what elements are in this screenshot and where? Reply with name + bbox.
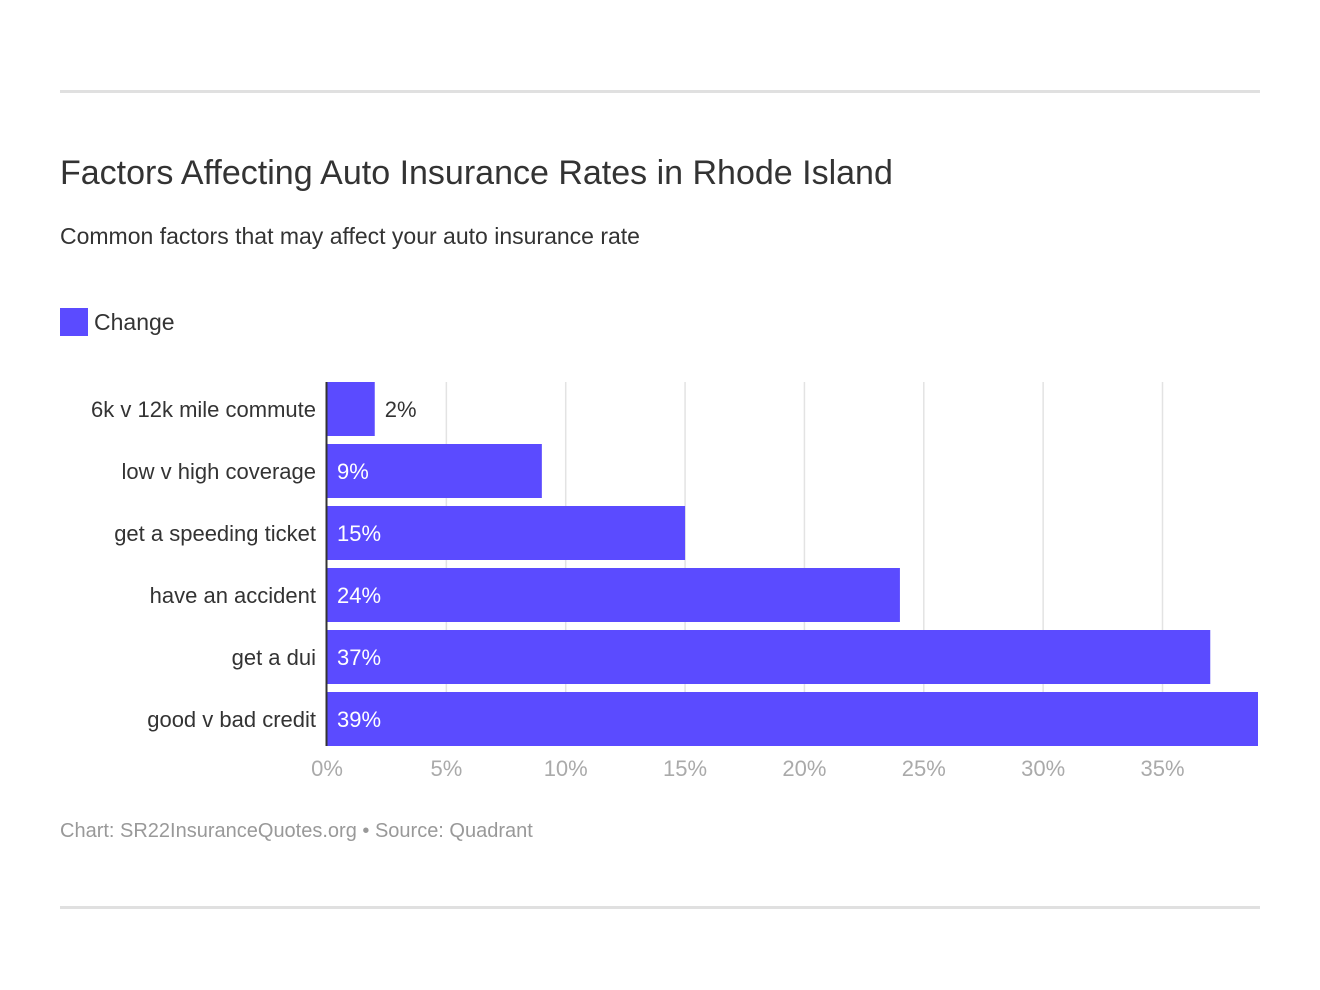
- x-tick-label: 0%: [311, 756, 343, 781]
- category-label: low v high coverage: [122, 459, 316, 484]
- bar: [327, 692, 1258, 746]
- x-tick-label: 35%: [1140, 756, 1184, 781]
- chart-footer: Chart: SR22InsuranceQuotes.org • Source:…: [60, 820, 533, 842]
- legend-label: Change: [94, 308, 175, 335]
- chart-title: Factors Affecting Auto Insurance Rates i…: [60, 154, 893, 192]
- legend: Change: [60, 308, 175, 336]
- bar: [327, 630, 1211, 684]
- top-divider: [60, 90, 1260, 93]
- x-tick-label: 15%: [663, 756, 707, 781]
- bar: [327, 568, 900, 622]
- category-label: get a dui: [232, 645, 316, 670]
- bar: [327, 382, 375, 436]
- x-tick-label: 25%: [902, 756, 946, 781]
- bar: [327, 444, 542, 498]
- category-label: have an accident: [150, 583, 316, 608]
- data-label: 2%: [385, 397, 417, 422]
- category-label: get a speeding ticket: [114, 521, 316, 546]
- data-label: 39%: [337, 707, 381, 732]
- bottom-divider: [60, 906, 1260, 909]
- data-label: 24%: [337, 583, 381, 608]
- chart-subtitle: Common factors that may affect your auto…: [60, 223, 640, 249]
- x-tick-label: 30%: [1021, 756, 1065, 781]
- data-label: 37%: [337, 645, 381, 670]
- bar: [327, 506, 686, 560]
- category-label: good v bad credit: [147, 707, 316, 732]
- data-label: 9%: [337, 459, 369, 484]
- x-tick-label: 5%: [430, 756, 462, 781]
- x-tick-label: 20%: [782, 756, 826, 781]
- category-label: 6k v 12k mile commute: [91, 397, 316, 422]
- legend-swatch: [60, 308, 88, 336]
- data-label: 15%: [337, 521, 381, 546]
- x-tick-label: 10%: [544, 756, 588, 781]
